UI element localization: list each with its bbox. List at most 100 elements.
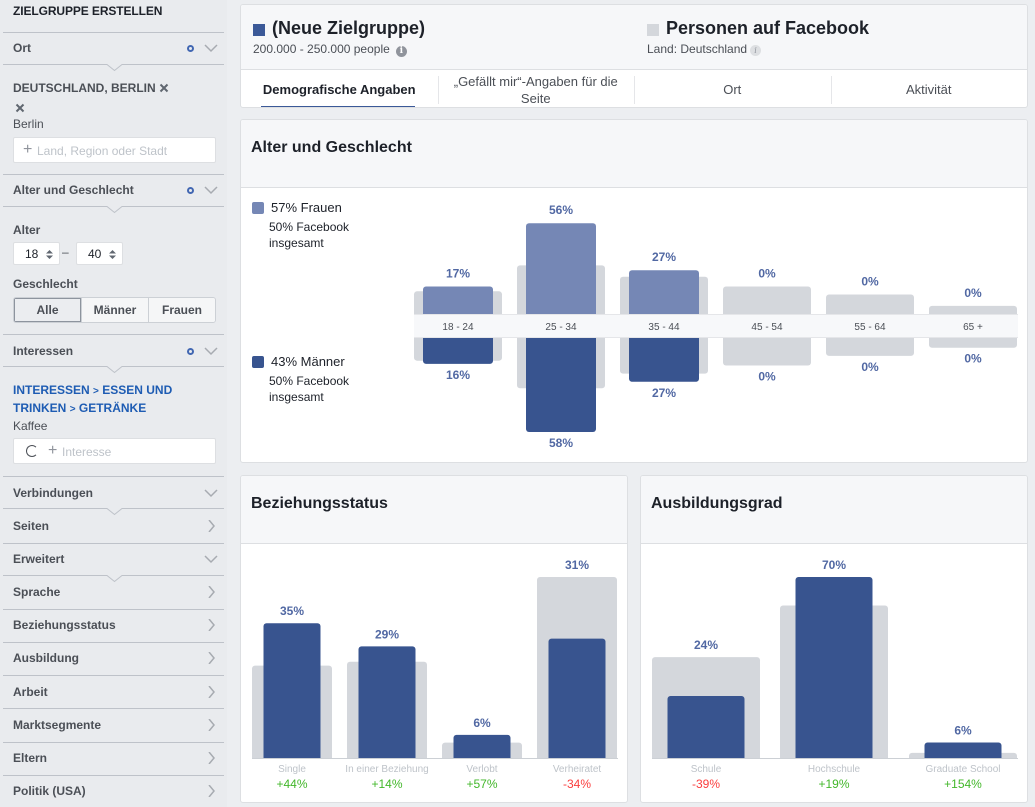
men-value-label: 27%: [652, 386, 676, 400]
age-min-select[interactable]: 18: [13, 242, 60, 265]
section-label: Marktsegmente: [13, 718, 102, 732]
divider-notch: [3, 64, 224, 72]
audience-bar-in-einer-beziehung: [358, 646, 416, 761]
section-politics[interactable]: Politik (USA): [0, 775, 227, 807]
panel-header: Ausbildungsgrad: [641, 476, 1027, 544]
value-label: 29%: [375, 627, 399, 641]
tab-demographics[interactable]: Demografische Angaben: [241, 70, 438, 107]
divider-notch: [3, 206, 224, 214]
location-input[interactable]: + Land, Region oder Stadt: [13, 137, 216, 163]
women-value-label: 56%: [549, 203, 573, 217]
age-max-select[interactable]: 40: [76, 242, 123, 265]
legend-women-label: 57% Frauen: [271, 200, 342, 215]
tab-label: Demografische Angaben: [262, 82, 416, 97]
section-label: Seiten: [13, 519, 50, 533]
age-min-value: 18: [25, 247, 39, 261]
gender-segmented-control: Alle Männer Frauen: [13, 297, 216, 323]
category-label: Single: [278, 764, 306, 775]
section-age-gender-header[interactable]: Alter und Geschlecht: [0, 174, 227, 206]
section-language[interactable]: Sprache: [0, 576, 227, 608]
age-category-label: 65 +: [963, 322, 983, 333]
change-label: +154%: [944, 777, 982, 791]
panel-header: Beziehungsstatus: [241, 476, 627, 544]
panel-title: Alter und Geschlecht: [251, 139, 412, 156]
legend-women-facebook: 50% Facebook insgesamt: [269, 220, 350, 250]
divider: [3, 174, 224, 175]
tab-activity[interactable]: Aktivität: [830, 70, 1028, 107]
interest-breadcrumb-item[interactable]: ESSEN UND TRINKEN: [13, 383, 173, 415]
age-category-label: 18 - 24: [442, 322, 474, 333]
audience-color-swatch: [253, 24, 265, 36]
section-label: Ausbildung: [13, 651, 79, 665]
interest-input[interactable]: + Interesse: [13, 438, 216, 464]
breadcrumb-separator: >: [69, 404, 76, 415]
section-education[interactable]: Ausbildung: [0, 642, 227, 674]
category-label: Graduate School: [925, 764, 1000, 775]
men-value-label: 58%: [549, 436, 573, 450]
change-label: +57%: [466, 777, 497, 791]
value-label: 35%: [280, 604, 304, 618]
gender-option-women[interactable]: Frauen: [148, 298, 215, 322]
location-input-placeholder: Land, Region oder Stadt: [37, 144, 168, 158]
audience-bar-hochschule: [795, 577, 873, 761]
plus-icon: +: [23, 141, 33, 158]
gender-option-men[interactable]: Männer: [81, 298, 148, 322]
remove-city-icon[interactable]: [15, 103, 25, 113]
category-label: Hochschule: [808, 764, 861, 775]
men-value-label: 16%: [446, 368, 470, 382]
section-advanced[interactable]: Erweitert: [0, 543, 227, 575]
age-gender-panel: Alter und Geschlecht 57% Frauen 50% Face…: [240, 119, 1028, 463]
section-interests-header[interactable]: Interessen: [0, 335, 227, 367]
section-connections[interactable]: Verbindungen: [0, 477, 227, 509]
sidebar-title: ZIELGRUPPE ERSTELLEN: [13, 4, 163, 18]
value-label: 24%: [694, 638, 718, 652]
tab-location[interactable]: Ort: [634, 70, 831, 107]
divider: [3, 476, 224, 477]
info-icon[interactable]: i: [395, 46, 407, 57]
legend-women-swatch: [252, 202, 264, 214]
facebook-women-bar-55-64: [826, 294, 914, 320]
chevron-right-icon: [208, 686, 215, 698]
section-interests-label: Interessen: [13, 344, 74, 358]
audience-women-bar-25-34: [526, 223, 596, 320]
comparison-subtitle: Land: Deutschland i: [647, 42, 762, 56]
chevron-down-icon: [204, 347, 218, 356]
divider: [3, 543, 224, 544]
age-category-label: 55 - 64: [854, 322, 886, 333]
section-pages[interactable]: Seiten: [0, 510, 227, 542]
age-gender-chart-area: 57% Frauen 50% Facebook insgesamt 43% Mä…: [241, 188, 1027, 462]
chevron-down-icon: [204, 555, 218, 564]
legend-men-facebook: 50% Facebook insgesamt: [269, 374, 350, 404]
audience-bar-schule: [667, 695, 745, 761]
divider-notch: [3, 575, 224, 583]
audience-header-card: (Neue Zielgruppe) 200.000 - 250.000 peop…: [240, 4, 1028, 108]
change-label: +44%: [276, 777, 307, 791]
chevron-right-icon: [208, 752, 215, 764]
updown-arrows-icon: [109, 250, 116, 259]
divider: [3, 675, 224, 676]
interest-breadcrumb-item[interactable]: INTERESSEN: [13, 383, 90, 397]
change-label: +14%: [371, 777, 402, 791]
education-chart-area: 24% Schule -39% 70% Hochschule +19% 6% Graduate…: [641, 544, 1027, 802]
tab-page-likes[interactable]: „Gefällt mir“-Angaben für die Seite: [437, 70, 635, 107]
audience-size: 200.000 - 250.000 people i: [253, 42, 407, 57]
audience-men-bar-18-24: [423, 332, 493, 364]
selected-location-label: DEUTSCHLAND, BERLIN: [13, 81, 156, 95]
info-icon[interactable]: i: [750, 45, 762, 56]
section-relationship[interactable]: Beziehungsstatus: [0, 609, 227, 641]
women-value-label: 0%: [861, 275, 879, 289]
panel-title: Ausbildungsgrad: [651, 495, 783, 512]
audience-sidebar: ZIELGRUPPE ERSTELLEN Ort DEUTSCHLAND, BE…: [0, 0, 227, 807]
section-work[interactable]: Arbeit: [0, 676, 227, 708]
section-parents[interactable]: Eltern: [0, 742, 227, 774]
remove-location-icon[interactable]: [159, 83, 169, 93]
category-label: Verlobt: [466, 764, 497, 775]
section-market-segments[interactable]: Marktsegmente: [0, 709, 227, 741]
interest-breadcrumb-item[interactable]: GETRÄNKE: [78, 401, 147, 415]
gender-option-all[interactable]: Alle: [14, 298, 81, 322]
section-label: Verbindungen: [13, 486, 94, 500]
education-panel: Ausbildungsgrad 24% Schule -39% 70% Hochschu…: [640, 475, 1028, 803]
axis-band-background: [414, 314, 1018, 338]
divider: [3, 642, 224, 643]
section-ort-header[interactable]: Ort: [0, 32, 227, 64]
